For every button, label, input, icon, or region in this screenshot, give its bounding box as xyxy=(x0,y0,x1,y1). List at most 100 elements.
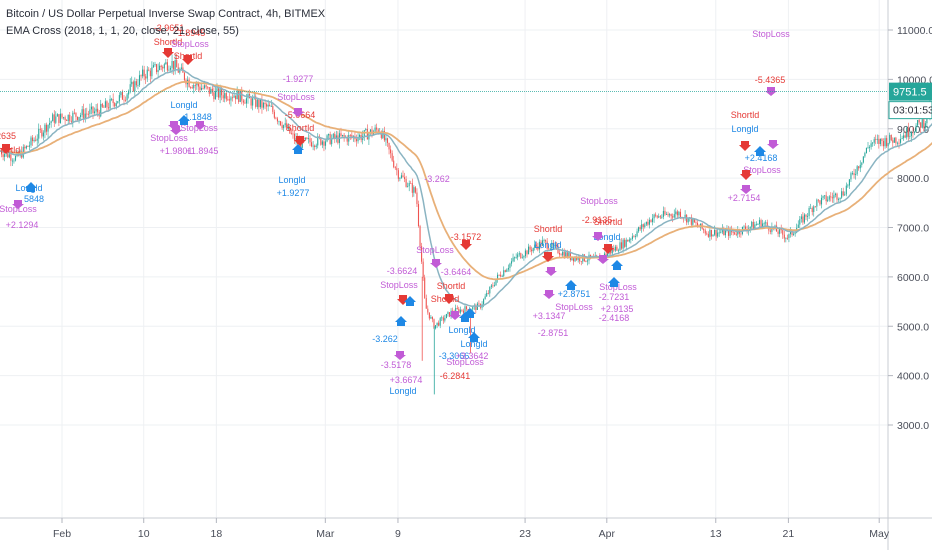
candle-body xyxy=(478,303,480,305)
candle-body xyxy=(52,114,54,122)
annotation-label: -3.1572 xyxy=(451,232,482,242)
candle-body xyxy=(171,60,173,68)
candle-body xyxy=(661,216,663,218)
candle-body xyxy=(280,121,282,126)
indicator-legend[interactable]: EMA Cross (2018, 1, 1, 20, close, 21, cl… xyxy=(6,25,239,37)
candle-body xyxy=(813,206,815,213)
candle-body xyxy=(634,236,637,238)
candle-body xyxy=(910,132,912,137)
candle-body xyxy=(121,92,123,100)
candle-body xyxy=(875,139,877,140)
candle-body xyxy=(276,118,278,122)
y-tick-label: 6000.0 xyxy=(897,272,929,284)
candle-body xyxy=(59,113,61,123)
candle-body xyxy=(585,260,587,262)
candle-body xyxy=(788,234,790,238)
candle-body xyxy=(752,221,754,229)
candle-body xyxy=(831,197,833,199)
candle-body xyxy=(504,270,506,272)
annotation-label: -2.8751 xyxy=(538,328,569,338)
candle-body xyxy=(538,241,540,250)
annotation-label: -6.2841 xyxy=(440,371,471,381)
candle-body xyxy=(907,127,909,137)
candle-body xyxy=(483,299,485,305)
candle-body xyxy=(755,224,757,226)
candle-body xyxy=(346,136,348,142)
candle-body xyxy=(721,228,723,233)
candle-body xyxy=(311,142,313,147)
candle-body xyxy=(627,239,629,242)
candle-body xyxy=(256,99,258,107)
candle-body xyxy=(917,120,919,126)
annotation-label: StopLoss xyxy=(599,282,637,292)
candle-body xyxy=(667,214,669,216)
stop-arrow-icon xyxy=(545,267,557,276)
candle-body xyxy=(444,318,446,321)
candle-body xyxy=(126,94,128,101)
candle-body xyxy=(193,85,195,89)
candle-body xyxy=(636,231,638,237)
x-tick-label: 10 xyxy=(138,528,150,540)
candle-body xyxy=(793,233,795,235)
candle-body xyxy=(176,60,178,68)
candle-body xyxy=(464,306,466,313)
candle-body xyxy=(909,136,911,137)
candle-body xyxy=(191,87,193,89)
candle-body xyxy=(218,88,220,98)
time-axis[interactable]: Feb1018Mar923Apr1321May1119Jun xyxy=(53,518,932,540)
candle-body xyxy=(399,177,401,179)
candle-body xyxy=(670,214,672,217)
candle-body xyxy=(190,87,192,88)
candle-body xyxy=(703,228,705,231)
candle-body xyxy=(427,308,429,313)
candle-body xyxy=(408,182,410,187)
candle-body xyxy=(545,240,547,242)
candle-body xyxy=(684,214,686,219)
candle-body xyxy=(76,116,79,120)
candle-body xyxy=(447,312,449,314)
candle-body xyxy=(160,65,162,68)
countdown-box xyxy=(888,101,932,120)
short-arrow-icon xyxy=(542,252,554,262)
candle-body xyxy=(526,250,528,255)
candle-body xyxy=(887,142,889,147)
candle-body xyxy=(904,135,906,138)
candle-body xyxy=(551,242,553,249)
candle-body xyxy=(281,125,283,129)
candle-body xyxy=(614,246,616,251)
candle-body xyxy=(377,129,379,133)
candle-body xyxy=(825,195,827,202)
candle-body xyxy=(417,204,420,227)
candle-body xyxy=(307,138,309,140)
candle-body xyxy=(106,101,108,108)
annotation-label: StopLoss xyxy=(446,357,484,367)
candle-body xyxy=(188,79,190,88)
candle-body xyxy=(422,261,424,278)
candle-body xyxy=(913,132,916,133)
candle-body xyxy=(351,134,353,137)
candle-body xyxy=(655,214,657,216)
candle-body xyxy=(754,224,756,229)
short-arrow-icon xyxy=(443,294,455,304)
candle-body xyxy=(858,166,860,169)
candle-body xyxy=(537,246,539,250)
candle-body xyxy=(820,197,823,205)
x-tick-label: 13 xyxy=(710,528,722,540)
candle-body xyxy=(10,154,12,161)
candle-body xyxy=(174,60,176,70)
candle-body xyxy=(143,69,145,77)
annotation-label: +2.7154 xyxy=(728,193,761,203)
candle-body xyxy=(562,251,564,256)
annotation-label: -3.262 xyxy=(372,334,398,344)
candle-body xyxy=(163,64,165,69)
candle-body xyxy=(827,199,829,202)
annotation-label: Shortld xyxy=(154,37,183,47)
candlestick-series xyxy=(0,53,932,395)
annotation-label: -1.8945 xyxy=(175,28,206,38)
candle-body xyxy=(461,309,463,311)
x-tick-label: Feb xyxy=(53,528,71,540)
candle-body xyxy=(586,260,588,262)
candle-body xyxy=(487,293,489,294)
candle-body xyxy=(140,75,142,77)
